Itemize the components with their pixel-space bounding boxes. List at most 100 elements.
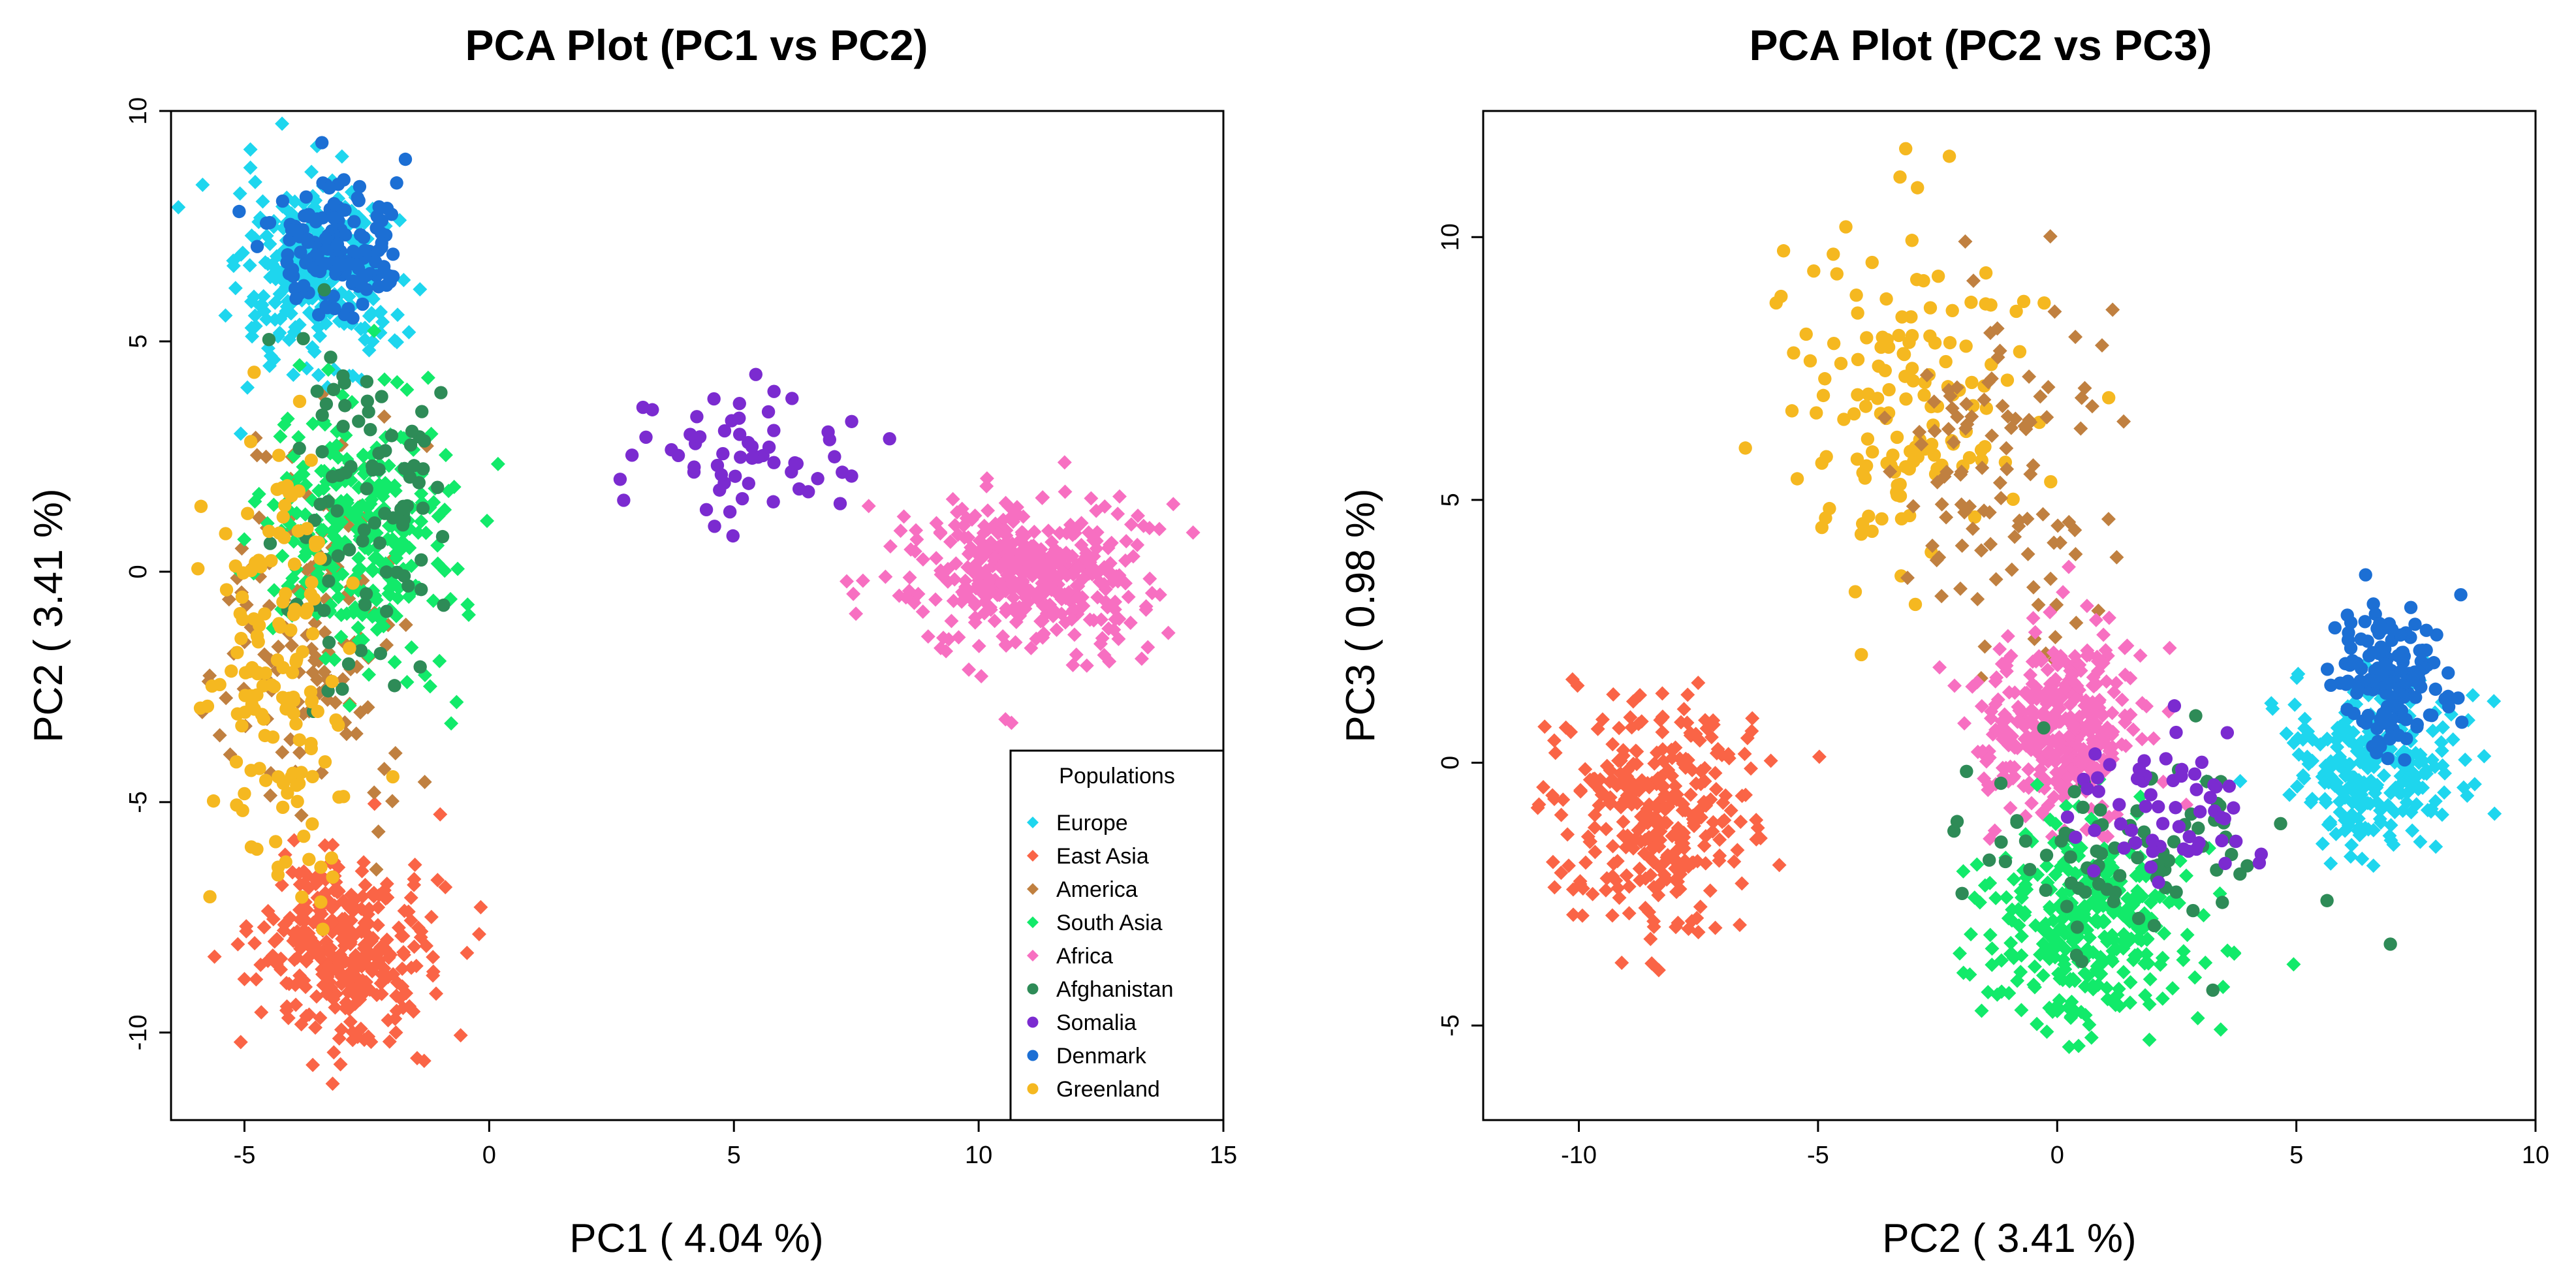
scatter-point xyxy=(2045,733,2060,748)
scatter-point xyxy=(1074,538,1089,553)
scatter-point xyxy=(690,410,704,424)
scatter-point xyxy=(2458,752,2473,767)
scatter-point xyxy=(2024,796,2039,811)
scatter-point xyxy=(1812,749,1827,764)
scatter-point xyxy=(2060,770,2075,785)
scatter-point xyxy=(2010,714,2025,729)
scatter-point xyxy=(2394,664,2408,678)
scatter-point xyxy=(2084,1030,2099,1045)
scatter-point xyxy=(2074,390,2089,405)
scatter-point xyxy=(1893,170,1907,184)
scatter-point xyxy=(1927,424,1942,439)
legend-marker xyxy=(1027,950,1039,961)
scatter-point xyxy=(950,505,965,520)
scatter-point xyxy=(2106,932,2121,947)
x-tick-label: 0 xyxy=(482,1142,496,1169)
scatter-point xyxy=(2361,708,2375,723)
scatter-point xyxy=(1970,675,1985,690)
scatter-point xyxy=(1708,920,1723,935)
scatter-point xyxy=(319,397,334,411)
scatter-point xyxy=(2305,791,2320,806)
scatter-point xyxy=(1108,595,1123,610)
legend-label: Denmark xyxy=(1056,1044,1147,1069)
scatter-point xyxy=(280,255,294,270)
scatter-point xyxy=(2333,805,2348,820)
legend-item-afghanistan: Afghanistan xyxy=(1027,977,1174,1002)
scatter-point xyxy=(426,950,441,965)
scatter-point xyxy=(291,794,304,809)
scatter-point xyxy=(2049,696,2064,711)
scatter-point xyxy=(2101,391,2116,405)
y-tick-label: -5 xyxy=(1437,1014,1464,1037)
scatter-point xyxy=(279,693,292,707)
scatter-point xyxy=(2067,785,2081,799)
scatter-point xyxy=(1009,499,1024,514)
scatter-point xyxy=(1992,475,2007,490)
legend-marker xyxy=(1027,817,1039,828)
scatter-point xyxy=(415,405,429,418)
scatter-point xyxy=(1049,622,1064,637)
scatter-point xyxy=(902,570,917,585)
scatter-point xyxy=(367,796,382,811)
scatter-point xyxy=(1622,879,1637,894)
scatter-point xyxy=(1823,501,1836,516)
scatter-point xyxy=(273,429,288,444)
scatter-point xyxy=(2332,794,2347,809)
scatter-point xyxy=(1902,462,1916,476)
scatter-point xyxy=(2135,889,2150,904)
scatter-point xyxy=(2069,830,2082,844)
scatter-point xyxy=(2033,389,2048,404)
scatter-point xyxy=(1067,627,1082,642)
scatter-point xyxy=(309,989,324,1004)
scatter-point xyxy=(2000,629,2015,644)
scatter-point xyxy=(306,770,319,784)
scatter-point xyxy=(1612,890,1627,905)
scatter-point xyxy=(1932,660,1947,675)
scatter-point xyxy=(398,152,413,166)
scatter-point xyxy=(2227,945,2242,960)
scatter-point xyxy=(2155,991,2170,1006)
scatter-point xyxy=(347,900,362,915)
scatter-point xyxy=(272,526,287,540)
y-tick-label: 10 xyxy=(125,97,152,125)
scatter-point xyxy=(1097,576,1112,591)
scatter-point xyxy=(241,507,255,520)
scatter-point xyxy=(341,1001,356,1016)
scatter-point xyxy=(2137,956,2152,971)
scatter-point xyxy=(2162,640,2177,655)
scatter-point xyxy=(364,305,379,320)
scatter-point xyxy=(219,527,232,540)
legend-label: Europe xyxy=(1056,811,1128,835)
scatter-point xyxy=(2169,885,2183,899)
scatter-point xyxy=(2116,965,2131,980)
scatter-point xyxy=(2081,760,2096,775)
x-axis-label: PC2 ( 3.41 %) xyxy=(1882,1216,2136,1261)
scatter-point xyxy=(1578,855,1593,870)
scatter-point xyxy=(1622,906,1637,921)
scatter-point xyxy=(1917,273,1930,288)
scatter-point xyxy=(2347,770,2362,785)
scatter-point xyxy=(326,1045,341,1060)
scatter-point xyxy=(2031,597,2046,612)
scatter-point xyxy=(368,255,383,269)
scatter-point xyxy=(2027,980,2042,995)
scatter-point xyxy=(1633,688,1648,703)
scatter-point xyxy=(2286,957,2301,972)
scatter-point xyxy=(1899,392,1913,406)
scatter-point xyxy=(225,664,238,678)
scatter-point xyxy=(1531,797,1547,812)
scatter-point xyxy=(431,509,446,524)
scatter-point xyxy=(845,414,858,428)
scatter-point xyxy=(1900,570,1915,585)
scatter-point xyxy=(2000,461,2015,476)
scatter-point xyxy=(354,644,368,657)
y-axis-ticks: -10 -5 0 5 10 xyxy=(125,97,171,1050)
scatter-point xyxy=(2361,822,2376,837)
scatter-point xyxy=(1735,876,1750,891)
scatter-point xyxy=(1692,733,1707,748)
scatter-point xyxy=(1803,354,1817,368)
scatter-point xyxy=(2233,773,2248,788)
scatter-point xyxy=(840,574,855,589)
y-tick-label: 0 xyxy=(125,565,152,578)
scatter-point xyxy=(1899,142,1913,156)
